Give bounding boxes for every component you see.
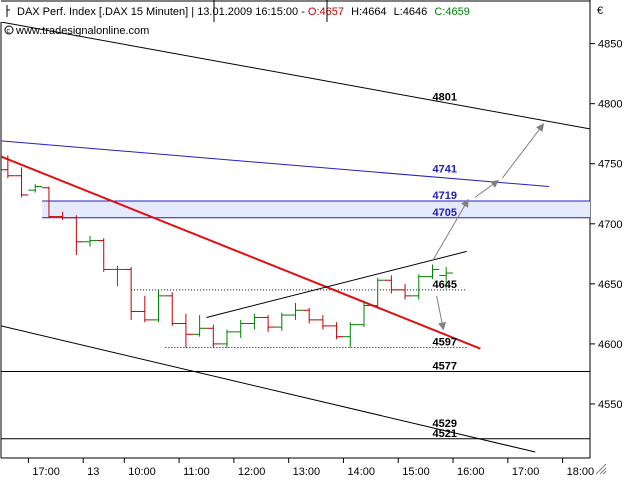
ohlc-bar	[151, 289, 166, 323]
ohlc-bar	[42, 186, 56, 218]
y-axis: 4550 4600 4650 4700 4750 4800 4850	[590, 39, 622, 411]
ohlc-bar	[206, 324, 221, 348]
ohlc-bar	[165, 292, 180, 326]
ohlc-bar	[110, 265, 125, 287]
support-band[interactable]	[42, 200, 590, 219]
x-tick-label: 11:00	[183, 466, 210, 478]
ohlc-bar	[179, 313, 193, 348]
svg-text:DAX Perf. Index [.DAX 15 Minu: DAX Perf. Index [.DAX 15 Minuten] | 13.0…	[17, 6, 470, 18]
ohlc-bar	[288, 303, 303, 320]
ohlc-bar	[69, 215, 84, 256]
ohlc-bar	[316, 315, 330, 330]
ohlc-bar	[357, 301, 371, 328]
trendline-red-downtrend	[1, 155, 481, 350]
ohlc-bar	[329, 322, 344, 340]
x-tick-label: 13	[87, 466, 99, 478]
level-label: 4705	[432, 207, 456, 219]
resize-grip-icon[interactable]	[595, 463, 607, 475]
ohlc-bar	[233, 319, 248, 338]
close-value: C:4659	[434, 6, 469, 18]
ohlc-bar	[439, 267, 454, 289]
separator: |	[191, 6, 197, 18]
y-tick-label: 4800	[598, 99, 622, 111]
x-tick-label: 12:00	[238, 466, 266, 478]
ohlc-bar	[247, 313, 262, 330]
ohlc-bar	[220, 329, 234, 348]
ohlc-bar	[411, 274, 426, 300]
y-tick-label: 4700	[598, 219, 622, 231]
separator: -	[301, 6, 308, 18]
support-band-fill	[42, 200, 590, 218]
x-tick-label: 15:00	[402, 466, 430, 478]
projection-arrow	[436, 295, 446, 331]
ohlc-bar	[425, 264, 440, 280]
level-label: 4521	[432, 428, 456, 440]
level-label: 4645	[432, 279, 456, 291]
svg-text:c: c	[7, 28, 11, 35]
copyright-icon: c	[4, 25, 14, 35]
ohlc-bar	[1, 155, 15, 179]
ohlc-bar	[28, 184, 43, 193]
ohlc-bar	[14, 167, 29, 198]
projection-arrow	[474, 179, 500, 198]
ohlc-bar	[302, 307, 317, 324]
currency-label: €	[597, 5, 603, 17]
chart-logo-icon	[6, 5, 10, 17]
y-tick-label: 4850	[598, 39, 622, 51]
level-label: 4801	[432, 91, 456, 103]
ohlc-bar	[274, 312, 289, 331]
y-tick-label: 4750	[598, 159, 622, 171]
level-label: 4741	[432, 164, 456, 176]
trendline-wedge-upper	[206, 250, 467, 318]
ohlc-bar	[261, 315, 275, 332]
y-tick-label: 4600	[598, 339, 622, 351]
level-label: 4719	[432, 190, 456, 202]
ohlc-bar	[83, 235, 97, 247]
ohlc-bar	[384, 275, 399, 294]
ohlc-bar	[124, 267, 138, 320]
y-tick-label: 4550	[598, 399, 622, 411]
trendline-blue-channel-top	[1, 140, 549, 188]
x-tick-label: 10:00	[128, 466, 156, 478]
x-axis: 17:00 13 10:00 11:00 12:00 13:00 14:00 15:00 16:…	[27, 458, 595, 478]
high-value: H:4664	[351, 6, 386, 18]
ohlc-bar	[96, 238, 111, 272]
trendline-black-channel-top	[1, 22, 590, 130]
chart-header: DAX Perf. Index [.DAX 15 Minuten] | 13.0…	[4, 5, 470, 37]
ohlc-bar	[137, 295, 152, 323]
watermark: www.tradesignalonline.com	[15, 25, 149, 37]
ohlc-bar	[370, 277, 385, 308]
x-tick-label: 14:00	[347, 466, 375, 478]
projection-arrow	[432, 198, 469, 262]
x-tick-label: 16:00	[457, 466, 485, 478]
x-tick-label: 13:00	[293, 466, 321, 478]
level-label: 4577	[432, 361, 456, 373]
ohlc-bars	[1, 155, 454, 348]
trendline-black-channel-bottom	[1, 325, 536, 453]
x-tick-label: 17:00	[32, 466, 60, 478]
trendlines[interactable]	[1, 22, 590, 453]
open-value: O:4657	[308, 6, 344, 18]
y-tick-label: 4650	[598, 279, 622, 291]
instrument-name: DAX Perf. Index [.DAX 15 Minuten]	[17, 6, 188, 18]
ohlc-bar	[398, 283, 412, 300]
projection-arrow	[501, 123, 545, 179]
level-label: 4597	[432, 336, 456, 348]
bar-datetime: 13.01.2009 16:15:00	[197, 6, 298, 18]
plot-frame	[0, 0, 591, 459]
x-tick-label: 18:00	[567, 466, 595, 478]
projection-arrows	[432, 123, 545, 331]
ohlc-bar	[343, 322, 358, 348]
ohlc-bar	[192, 315, 207, 337]
low-value: L:4646	[394, 6, 428, 18]
horizontal-levels	[1, 289, 590, 440]
ohlc-bar	[55, 211, 70, 221]
level-label: 4529	[432, 418, 456, 430]
x-tick-label: 17:00	[512, 466, 540, 478]
